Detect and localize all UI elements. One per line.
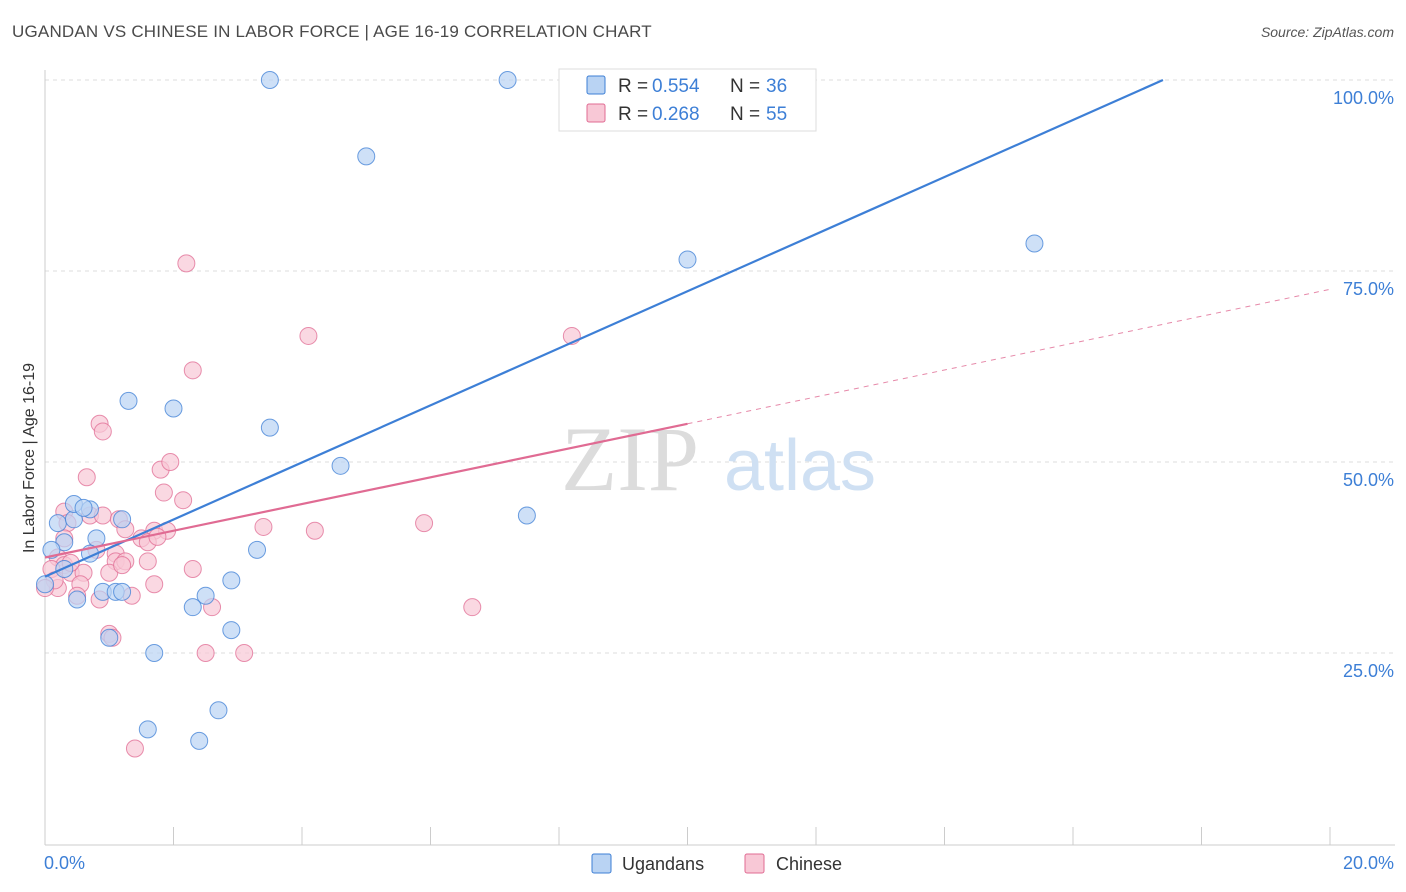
ugandans-r-value: 0.554 <box>652 76 700 97</box>
chinese-point-3 <box>183 361 202 380</box>
chinese-point-36 <box>145 575 164 594</box>
chinese-point-5 <box>93 422 112 441</box>
ugandans-point-30 <box>222 621 241 640</box>
ugandans-point-28 <box>183 598 202 617</box>
ugandans-point-35 <box>36 575 54 594</box>
ugandans-point-10 <box>48 514 67 533</box>
points-layer <box>36 71 1044 758</box>
chinese-r-value: 0.268 <box>652 104 700 125</box>
ugandans-n-label: N = <box>730 76 760 97</box>
ugandans-point-26 <box>100 628 119 647</box>
chinese-point-32 <box>138 552 157 571</box>
ugandans-point-6 <box>164 399 183 418</box>
legend-chinese-label: Chinese <box>776 854 842 874</box>
grid-layer <box>45 79 1395 654</box>
chinese-r-label: R = <box>618 104 648 125</box>
chinese-point-0 <box>177 254 196 273</box>
chinese-point-1 <box>299 326 318 345</box>
chinese-stats-swatch <box>586 103 606 123</box>
axes-layer <box>44 70 1395 846</box>
ugandans-point-3 <box>678 250 697 269</box>
chinese-point-7 <box>161 453 180 471</box>
ugandans-point-15 <box>113 510 132 529</box>
chinese-point-19 <box>305 521 324 540</box>
y-tick-label-50: 50.0% <box>1343 470 1394 490</box>
legend-ugandans-label: Ugandans <box>622 854 704 874</box>
chinese-trend-extension <box>687 288 1331 425</box>
ugandans-point-14 <box>74 498 93 517</box>
watermark-atlas: atlas <box>724 426 876 506</box>
chinese-trend-line <box>44 422 688 559</box>
chinese-point-43 <box>196 644 215 662</box>
chinese-point-51 <box>113 556 132 575</box>
ugandans-point-5 <box>119 391 138 410</box>
trend-layer <box>44 78 1331 578</box>
y-tick-label-25: 25.0% <box>1343 661 1394 681</box>
chinese-point-41 <box>463 598 482 617</box>
ugandans-point-31 <box>145 644 164 662</box>
legend-ugandans-swatch <box>591 853 612 874</box>
ugandans-point-8 <box>331 456 350 475</box>
ugandans-r-label: R = <box>618 76 648 97</box>
chinese-point-33 <box>183 559 202 578</box>
chinese-point-20 <box>415 514 434 533</box>
source-credit: Source: ZipAtlas.com <box>1260 24 1394 40</box>
ugandans-point-33 <box>138 720 157 739</box>
ugandans-point-7 <box>260 418 279 437</box>
ugandans-point-25 <box>113 582 132 601</box>
legend-chinese-swatch <box>744 853 765 874</box>
ugandans-point-22 <box>68 590 87 609</box>
ugandans-point-2 <box>357 147 376 166</box>
ugandans-point-9 <box>517 506 536 525</box>
chinese-point-18 <box>254 517 273 536</box>
ugandans-point-20 <box>248 540 267 559</box>
ugandans-n-value: 36 <box>766 76 787 97</box>
chinese-point-10 <box>174 491 193 510</box>
ugandans-point-0 <box>260 71 279 89</box>
ugandans-point-1 <box>498 71 517 89</box>
ugandans-point-18 <box>42 540 61 559</box>
ugandans-point-29 <box>222 571 241 590</box>
chinese-point-9 <box>154 483 173 502</box>
chinese-point-44 <box>235 644 254 662</box>
x-tick-label-max: 20.0% <box>1343 853 1394 873</box>
x-tick-label-min: 0.0% <box>44 853 85 873</box>
chinese-n-label: N = <box>730 104 760 125</box>
chinese-point-53 <box>148 527 167 546</box>
ugandans-point-34 <box>190 731 209 750</box>
ugandans-trend-line <box>44 78 1164 578</box>
chinese-point-8 <box>77 468 96 487</box>
ugandans-point-17 <box>87 529 106 548</box>
y-tick-label-75: 75.0% <box>1343 279 1394 299</box>
stats-legend: R = 0.554 N = 36 R = 0.268 N = 55 <box>558 68 817 132</box>
series-legend: Ugandans Chinese <box>591 853 842 874</box>
tick-label-layer: 25.0% 50.0% 75.0% 100.0% 0.0% 20.0% <box>44 88 1394 873</box>
ugandans-point-4 <box>1025 234 1044 253</box>
watermark-zip: ZIP <box>561 408 699 510</box>
ugandans-point-27 <box>196 586 215 605</box>
y-tick-label-100: 100.0% <box>1333 88 1394 108</box>
chinese-n-value: 55 <box>766 104 787 125</box>
ugandans-stats-swatch <box>586 75 606 95</box>
ugandans-point-32 <box>209 701 228 720</box>
watermark: ZIP atlas <box>561 408 876 510</box>
chinese-point-45 <box>125 739 144 758</box>
chart-title: UGANDAN VS CHINESE IN LABOR FORCE | AGE … <box>12 22 652 41</box>
